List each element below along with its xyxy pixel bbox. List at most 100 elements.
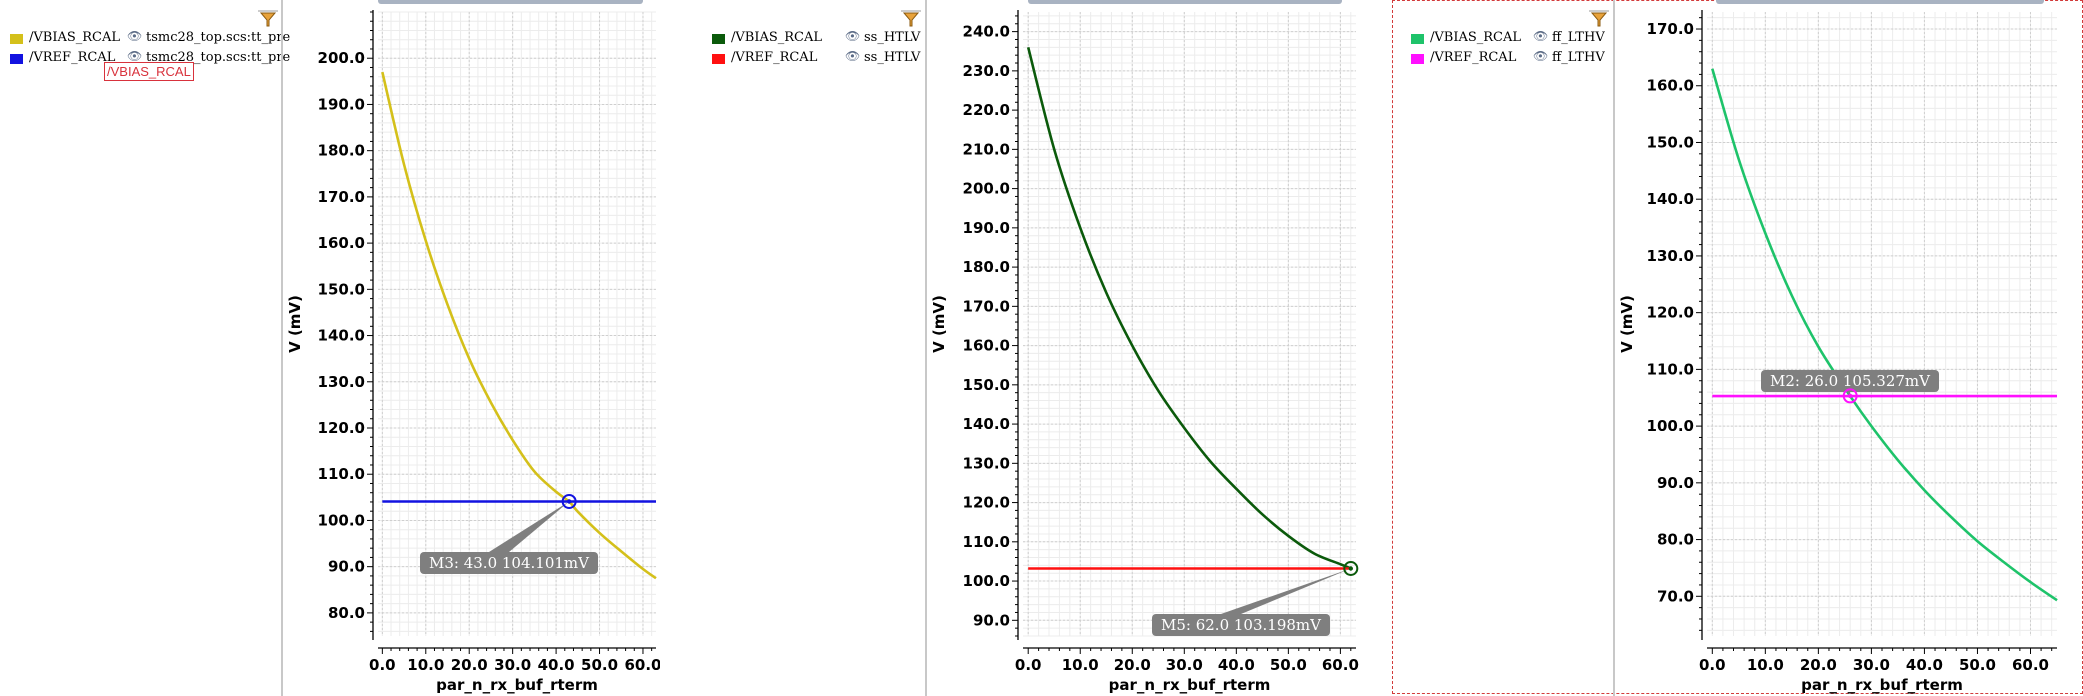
x-tick-label: 0.0 (1015, 656, 1042, 674)
legend-source-label: ff_LTHV (1552, 30, 1605, 45)
legend-swatch (10, 34, 23, 44)
plot-area: 90.0 100.0 110.0 120.0 130.0 140.0 150.0 160.0 1… (930, 10, 1359, 694)
eye-icon[interactable]: 👁 (1533, 49, 1549, 63)
filter-icon[interactable] (901, 10, 921, 28)
x-tick-label: 20.0 (451, 656, 488, 674)
eye-icon[interactable]: 👁 (127, 29, 143, 43)
y-tick-label: 150.0 (963, 376, 1010, 394)
legend-signal-label: /VBIAS_RCAL (731, 30, 823, 45)
x-tick-label: 40.0 (1906, 656, 1943, 674)
y-tick-label: 170.0 (963, 297, 1010, 315)
y-axis-title: V (mV) (930, 295, 948, 353)
legend-signal-label: /VREF_RCAL (29, 50, 116, 65)
y-tick-label: 90.0 (1657, 474, 1694, 492)
marker-point (1343, 561, 1359, 577)
legend-source-label: ss_HTLV (864, 30, 921, 45)
y-tick-label: 100.0 (1647, 417, 1694, 435)
marker-point-center (566, 499, 572, 504)
eye-icon[interactable]: 👁 (127, 49, 143, 63)
y-tick-label: 170.0 (1647, 20, 1694, 38)
trace-tab-handle[interactable] (1716, 0, 2044, 4)
y-tick-label: 190.0 (963, 219, 1010, 237)
x-axis-title: par_n_rx_buf_rterm (1801, 676, 1963, 694)
legend-signal-label: /VREF_RCAL (1430, 50, 1517, 65)
legend-swatch (1411, 54, 1424, 64)
x-tick-label: 10.0 (1747, 656, 1784, 674)
y-tick-label: 160.0 (963, 337, 1010, 355)
filter-icon[interactable] (1589, 10, 1609, 28)
y-tick-label: 180.0 (318, 142, 365, 160)
x-tick-label: 0.0 (1699, 656, 1726, 674)
y-tick-label: 130.0 (1647, 247, 1694, 265)
y-tick-label: 120.0 (1647, 304, 1694, 322)
y-tick-label: 70.0 (1657, 587, 1694, 605)
legend-signal-label: /VBIAS_RCAL (1430, 30, 1522, 45)
y-tick-label: 200.0 (318, 49, 365, 67)
y-tick-label: 140.0 (963, 415, 1010, 433)
marker-callout-box (420, 552, 598, 574)
y-tick-label: 120.0 (318, 419, 365, 437)
x-tick-label: 20.0 (1800, 656, 1837, 674)
y-axis-title: V (mV) (286, 295, 304, 353)
y-tick-label: 110.0 (1647, 360, 1694, 378)
y-tick-label: 170.0 (318, 188, 365, 206)
x-tick-label: 0.0 (369, 656, 396, 674)
legend-source-label: ss_HTLV (864, 50, 921, 65)
y-tick-label: 210.0 (963, 140, 1010, 158)
y-tick-label: 140.0 (318, 327, 365, 345)
y-tick-label: 90.0 (328, 558, 365, 576)
legend-source-label: tsmc28_top.scs:tt_pre (146, 50, 291, 65)
panel-divider[interactable] (281, 0, 283, 696)
y-tick-label: 130.0 (963, 454, 1010, 472)
legend-signal-label: /VREF_RCAL (731, 50, 818, 65)
panel-divider[interactable] (1613, 0, 1615, 696)
plot-area: 80.0 90.0 100.0 110.0 120.0 130.0 140.0 150.0 16… (286, 10, 660, 694)
trace-tab-handle[interactable] (1028, 0, 1342, 4)
legend-swatch (10, 54, 23, 64)
panel-ff: /VBIAS_RCAL 👁 ff_LTHV /VREF_RCAL 👁 ff_LT… (1393, 0, 1614, 696)
filter-icon[interactable] (258, 10, 278, 28)
x-tick-label: 50.0 (1959, 656, 1996, 674)
x-tick-label: 30.0 (1853, 656, 1890, 674)
y-tick-label: 160.0 (318, 234, 365, 252)
series-line-vbias (381, 71, 657, 580)
marker-callout-pointer (1221, 568, 1351, 614)
marker-point (561, 493, 577, 509)
y-axis-title: V (mV) (1618, 295, 1636, 353)
y-tick-label: 200.0 (963, 180, 1010, 198)
eye-icon[interactable]: 👁 (1533, 29, 1549, 43)
panel-tt: /VBIAS_RCAL 👁 tsmc28_top.scs:tt_pre /VRE… (0, 0, 290, 696)
x-axis-title: par_n_rx_buf_rterm (436, 676, 598, 694)
y-tick-label: 110.0 (963, 533, 1010, 551)
eye-icon[interactable]: 👁 (845, 29, 861, 43)
y-tick-label: 220.0 (963, 101, 1010, 119)
y-tick-label: 150.0 (318, 280, 365, 298)
x-tick-label: 60.0 (624, 656, 660, 674)
y-tick-label: 100.0 (318, 511, 365, 529)
y-tick-label: 120.0 (963, 494, 1010, 512)
x-tick-label: 40.0 (538, 656, 575, 674)
legend-swatch (712, 34, 725, 44)
x-tick-label: 60.0 (1322, 656, 1359, 674)
series-line-vbias (1026, 46, 1352, 570)
y-tick-label: 150.0 (1647, 133, 1694, 151)
y-tick-label: 110.0 (318, 465, 365, 483)
y-tick-label: 180.0 (963, 258, 1010, 276)
panel-divider[interactable] (925, 0, 927, 696)
y-tick-label: 80.0 (328, 604, 365, 622)
x-tick-label: 10.0 (407, 656, 444, 674)
plot-area: 70.0 80.0 90.0 100.0 110.0 120.0 130.0 140.0 150… (1618, 10, 2058, 694)
eye-icon[interactable]: 👁 (845, 49, 861, 63)
legend-signal-label: /VBIAS_RCAL (29, 30, 121, 45)
x-tick-label: 30.0 (494, 656, 531, 674)
x-tick-label: 60.0 (2012, 656, 2049, 674)
legend-swatch (712, 54, 725, 64)
marker-callout-pointer (489, 501, 570, 552)
legend-swatch (1411, 34, 1424, 44)
x-tick-label: 30.0 (1166, 656, 1203, 674)
y-tick-label: 190.0 (318, 95, 365, 113)
trace-tab-handle[interactable] (378, 0, 643, 4)
y-tick-label: 230.0 (963, 62, 1010, 80)
marker-callout-box (1761, 370, 1939, 392)
chart-ss: 90.0 100.0 110.0 120.0 130.0 140.0 150.0 160.0 1… (930, 10, 1359, 694)
